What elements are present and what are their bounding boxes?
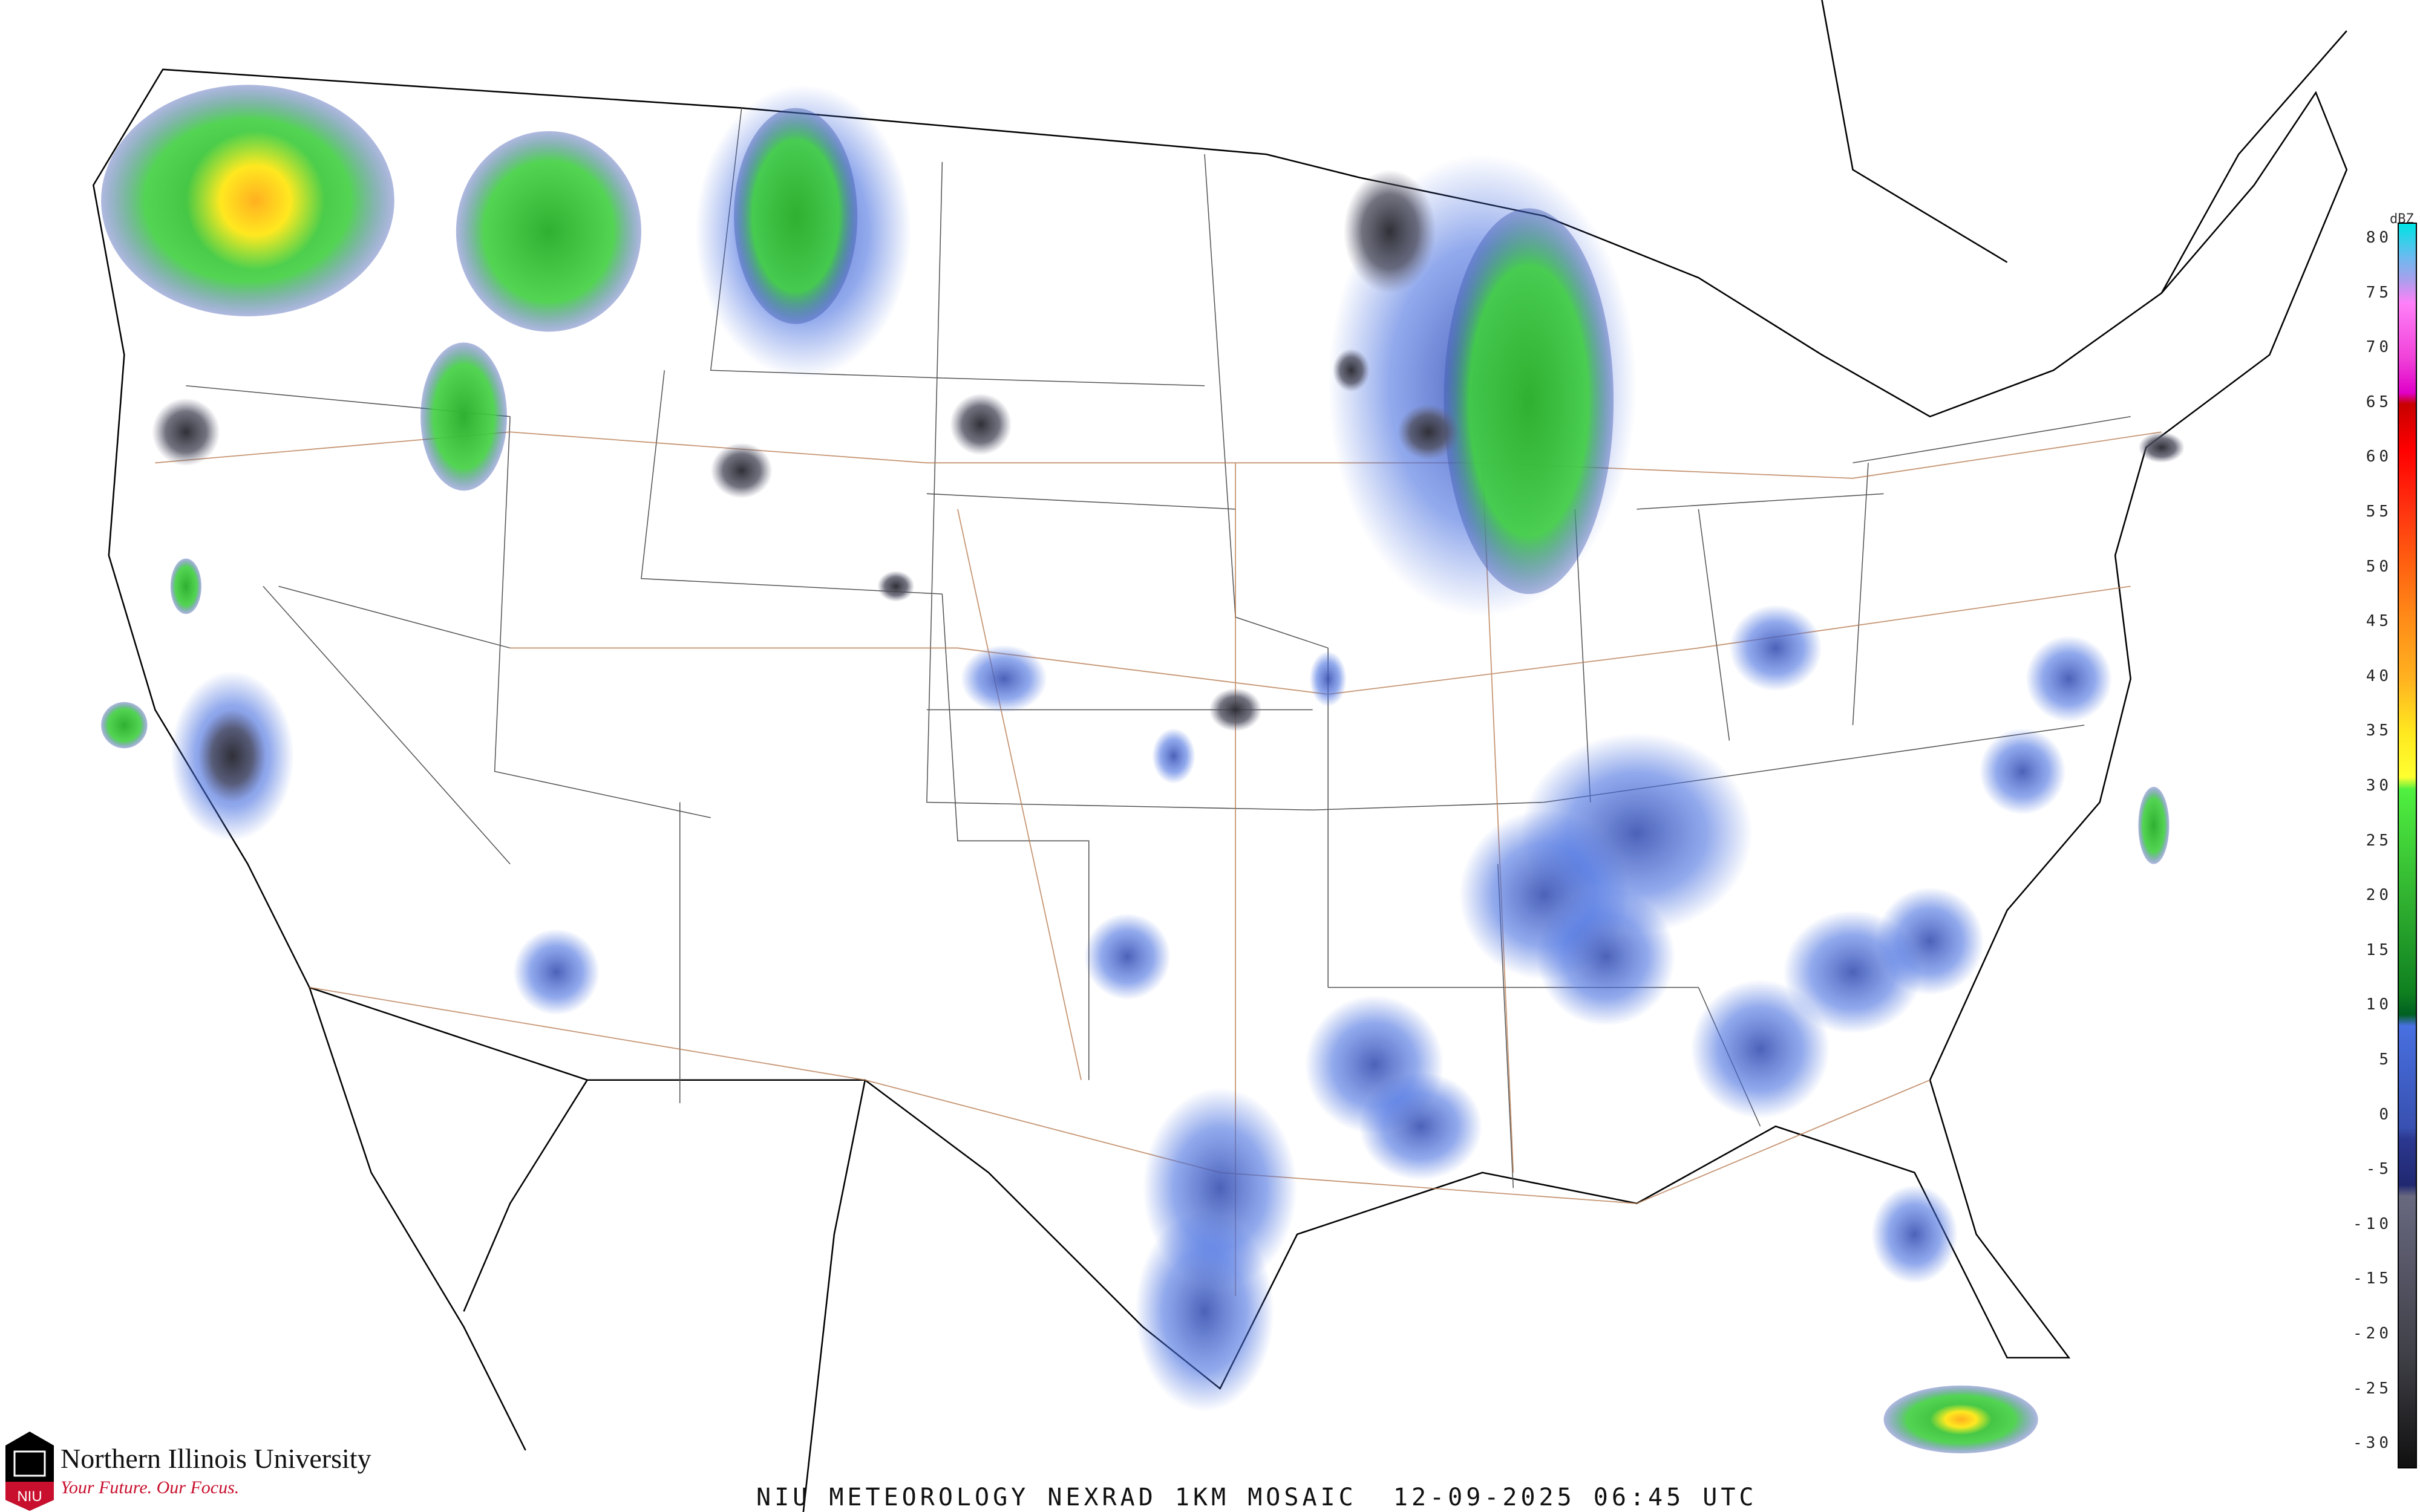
- legend-label: 50: [2366, 557, 2392, 576]
- legend-label: -15: [2353, 1269, 2392, 1288]
- radar-echo: [101, 702, 148, 749]
- legend-label: 70: [2366, 338, 2392, 357]
- dbz-legend: dBZ 80 75 70 65 60 55 50 45 40 35 30 25 20 15 10 5 0 -5 -1…: [2347, 212, 2420, 1476]
- radar-echo: [1332, 348, 1370, 392]
- legend-label: 35: [2366, 722, 2392, 740]
- legend-label: -5: [2366, 1160, 2392, 1179]
- radar-echo: [1930, 1404, 1992, 1435]
- radar-echo: [1209, 688, 1262, 732]
- radar-echo: [186, 131, 325, 270]
- radar-echo: [1979, 728, 2066, 815]
- legend-label: -30: [2353, 1434, 2392, 1453]
- map-borders: [92, 0, 2348, 1512]
- university-tagline: Your Future. Our Focus.: [60, 1478, 240, 1497]
- legend-label: 10: [2366, 996, 2392, 1014]
- legend-label: -20: [2353, 1325, 2392, 1343]
- radar-echo: [2026, 636, 2113, 722]
- radar-echo: [1135, 1211, 1274, 1412]
- radar-echo: [710, 443, 773, 498]
- radar-echo: [170, 558, 201, 614]
- radar-echo: [1536, 887, 1676, 1026]
- radar-echo: [1876, 887, 1984, 996]
- map-title: NIU METEOROLOGY NEXRAD 1KM MOSAIC 12-09-…: [756, 1484, 1758, 1511]
- legend-label: 25: [2366, 831, 2392, 850]
- radar-echo: [152, 398, 220, 466]
- radar-echo: [2138, 432, 2185, 463]
- radar-echo: [1309, 651, 1347, 707]
- legend-label: 80: [2366, 229, 2392, 247]
- radar-echo: [877, 570, 915, 602]
- legend-color-bar: [2398, 223, 2417, 1468]
- radar-echo: [1343, 169, 1436, 293]
- radar-echoes: [101, 85, 2185, 1454]
- university-name: Northern Illinois University: [60, 1443, 371, 1474]
- legend-label: 0: [2379, 1105, 2392, 1124]
- radar-echo: [198, 709, 267, 803]
- legend-label: 30: [2366, 777, 2392, 795]
- niu-logo: NIU Northern Illinois University Your Fu…: [0, 1430, 436, 1512]
- radar-echo: [1152, 728, 1195, 784]
- radar-echo: [1084, 913, 1171, 1000]
- legend-label: 55: [2366, 503, 2392, 521]
- legend-label: 45: [2366, 612, 2392, 631]
- niu-shield-icon: NIU: [5, 1432, 54, 1511]
- radar-echo: [1397, 404, 1459, 460]
- legend-label: -10: [2353, 1214, 2392, 1233]
- radar-echo: [1729, 605, 1822, 691]
- legend-label: 20: [2366, 886, 2392, 905]
- radar-echo: [1359, 1072, 1483, 1181]
- radar-echo: [950, 393, 1012, 455]
- radar-echo: [1444, 208, 1614, 595]
- legend-label: 5: [2379, 1051, 2392, 1069]
- us-outline: [92, 68, 2348, 1390]
- radar-echo: [2138, 787, 2170, 864]
- mexico-coast: [309, 987, 866, 1512]
- radar-echo: [1871, 1185, 1958, 1284]
- legend-label: 40: [2366, 666, 2392, 685]
- canada-coast: [1821, 0, 2347, 294]
- svg-text:NIU: NIU: [17, 1488, 42, 1505]
- radar-echo: [420, 342, 508, 491]
- radar-echo: [961, 645, 1047, 713]
- legend-label: 15: [2366, 940, 2392, 959]
- radar-echo: [1690, 979, 1830, 1119]
- legend-label: 75: [2366, 283, 2392, 302]
- radar-echo: [456, 131, 641, 332]
- legend-label: 60: [2366, 448, 2392, 466]
- radar-echo: [513, 928, 600, 1015]
- radar-echo: [734, 108, 858, 324]
- legend-label: -25: [2353, 1379, 2392, 1398]
- legend-label: 65: [2366, 393, 2392, 411]
